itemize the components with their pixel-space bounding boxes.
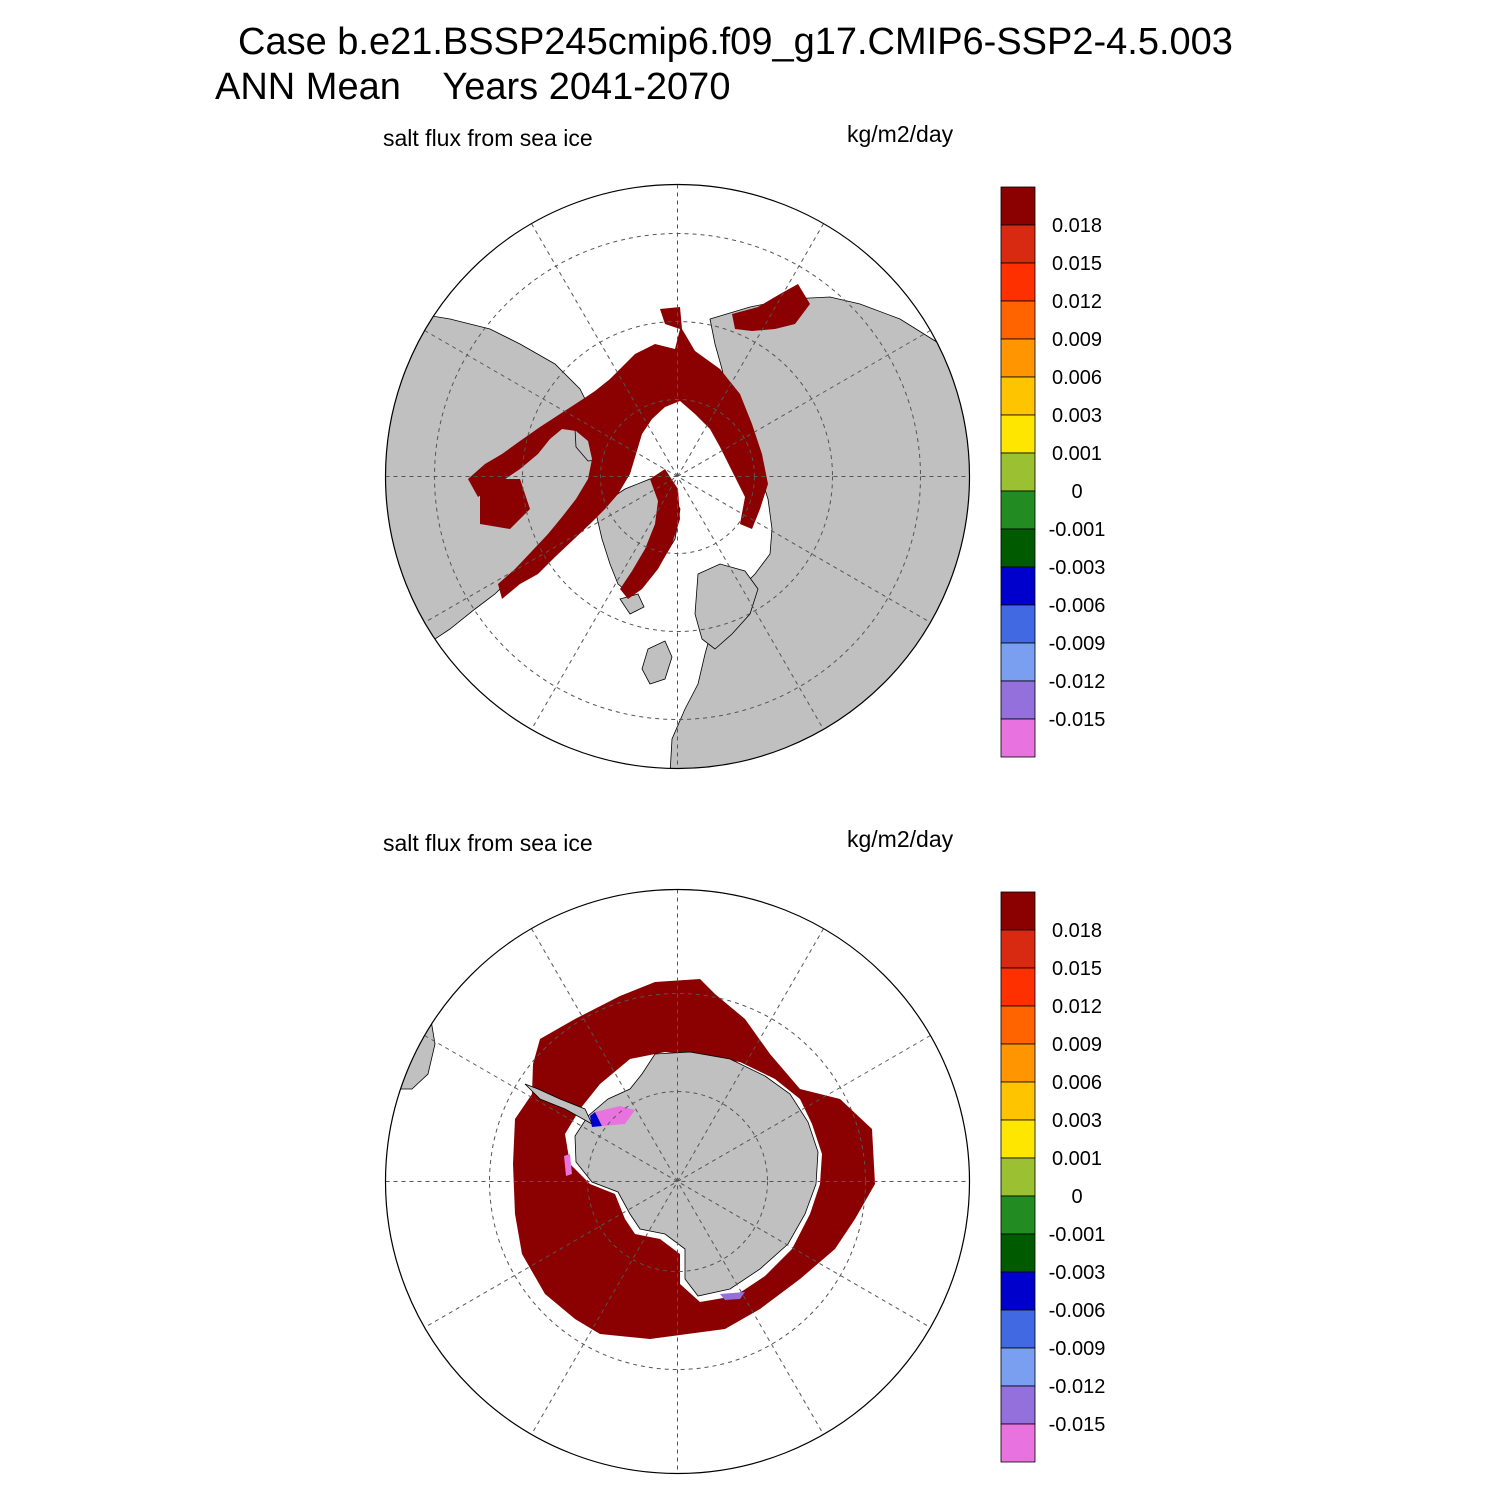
colorbar-tick-label: 0 — [1071, 481, 1082, 503]
south-colorbar: 0.018 0.015 0.012 0.009 0.006 0.003 0.001 0 -0.0… — [1000, 891, 1106, 1463]
colorbar-swatch — [1000, 1233, 1036, 1273]
colorbar-swatch — [1000, 1271, 1036, 1311]
colorbar-tick-label: 0.018 — [1052, 215, 1102, 237]
peninsula-west-negative — [564, 1154, 572, 1176]
colorbar-swatch — [1000, 680, 1036, 720]
colorbar-tick-label: 0.015 — [1052, 253, 1102, 275]
north-polar-map — [384, 183, 971, 770]
colorbar-swatch — [1000, 566, 1036, 606]
colorbar-tick-label: 0.001 — [1052, 1148, 1102, 1170]
colorbar-swatch — [1000, 929, 1036, 969]
colorbar-tick-label: 0.012 — [1052, 996, 1102, 1018]
antarctic-sea-ice-ring — [513, 979, 875, 1339]
antarctica-landmass — [574, 1051, 819, 1297]
map-boundary — [384, 183, 971, 770]
colorbar-tick-label: 0.009 — [1052, 1034, 1102, 1056]
labrador-sea-ice — [620, 469, 680, 599]
ross-shelf-negative — [720, 1292, 745, 1300]
colorbar-tick-label: 0.006 — [1052, 367, 1102, 389]
colorbar-swatch — [1000, 452, 1036, 492]
colorbar-swatch — [1000, 376, 1036, 416]
graticule — [385, 184, 970, 769]
colorbar-tick-label: 0.003 — [1052, 1110, 1102, 1132]
colorbar-swatch — [1000, 1309, 1036, 1349]
colorbar-swatch — [1000, 300, 1036, 340]
colorbar-swatch — [1000, 967, 1036, 1007]
colorbar-swatch — [1000, 528, 1036, 568]
colorbar-swatch — [1000, 414, 1036, 454]
colorbar-swatch — [1000, 338, 1036, 378]
colorbar-tick-label: -0.009 — [1049, 1338, 1106, 1360]
colorbar-swatch — [1000, 1005, 1036, 1045]
bering-sea-ice — [732, 284, 810, 331]
panel-north-units-label: kg/m2/day — [847, 121, 954, 147]
colorbar-swatch — [1000, 891, 1036, 931]
colorbar-tick-label: 0.015 — [1052, 958, 1102, 980]
colorbar-swatch — [1000, 490, 1036, 530]
arctic-sea-ice-field — [468, 307, 768, 599]
colorbar-tick-label: 0 — [1071, 1186, 1082, 1208]
map-boundary — [384, 888, 971, 1475]
colorbar-tick-label: -0.015 — [1049, 709, 1106, 731]
colorbar-swatch — [1000, 1043, 1036, 1083]
colorbar-swatch — [1000, 718, 1036, 758]
british-isles — [641, 640, 673, 685]
colorbar-swatch — [1000, 262, 1036, 302]
colorbar-swatch — [1000, 1119, 1036, 1159]
colorbar-tick-label: -0.001 — [1049, 1224, 1106, 1246]
hudson-bay-ice — [480, 479, 530, 529]
colorbar-tick-label: -0.015 — [1049, 1414, 1106, 1436]
colorbar-tick-label: 0.018 — [1052, 920, 1102, 942]
antarctic-peninsula — [524, 1083, 593, 1125]
graticule — [385, 889, 970, 1474]
weddell-ice-shelf-negative — [595, 1106, 635, 1126]
figure-title-line-1: Case b.e21.BSSP245cmip6.f09_g17.CMIP6-SS… — [238, 21, 1233, 63]
colorbar-swatch — [1000, 224, 1036, 264]
colorbar-swatch — [1000, 1347, 1036, 1387]
colorbar-tick-label: 0.006 — [1052, 1072, 1102, 1094]
colorbar-tick-label: 0.003 — [1052, 405, 1102, 427]
south-polar-map — [384, 888, 971, 1475]
colorbar-tick-label: -0.012 — [1049, 1376, 1106, 1398]
colorbar-swatch — [1000, 604, 1036, 644]
colorbar-swatch — [1000, 1081, 1036, 1121]
colorbar-tick-label: 0.012 — [1052, 291, 1102, 313]
colorbar-tick-label: -0.003 — [1049, 1262, 1106, 1284]
colorbar-swatch — [1000, 1195, 1036, 1235]
colorbar-tick-label: -0.003 — [1049, 557, 1106, 579]
colorbar-tick-label: -0.009 — [1049, 633, 1106, 655]
colorbar-tick-label: -0.006 — [1049, 1300, 1106, 1322]
colorbar-tick-label: -0.001 — [1049, 519, 1106, 541]
colorbar-swatch — [1000, 1423, 1036, 1463]
weddell-shelf-edge — [590, 1112, 602, 1127]
colorbar-swatch — [1000, 186, 1036, 226]
colorbar-swatch — [1000, 642, 1036, 682]
north-colorbar: 0.018 0.015 0.012 0.009 0.006 0.003 0.001 0 -0.0… — [1000, 186, 1106, 758]
colorbar-swatch — [1000, 1385, 1036, 1425]
colorbar-tick-label: -0.006 — [1049, 595, 1106, 617]
colorbar-swatch — [1000, 1157, 1036, 1197]
panel-north-variable-label: salt flux from sea ice — [383, 125, 593, 151]
colorbar-tick-label: 0.001 — [1052, 443, 1102, 465]
figure-title-line-2: ANN Mean Years 2041-2070 — [215, 66, 731, 108]
colorbar-tick-label: -0.012 — [1049, 671, 1106, 693]
colorbar-tick-label: 0.009 — [1052, 329, 1102, 351]
panel-south-units-label: kg/m2/day — [847, 826, 954, 852]
panel-south-variable-label: salt flux from sea ice — [383, 830, 593, 856]
